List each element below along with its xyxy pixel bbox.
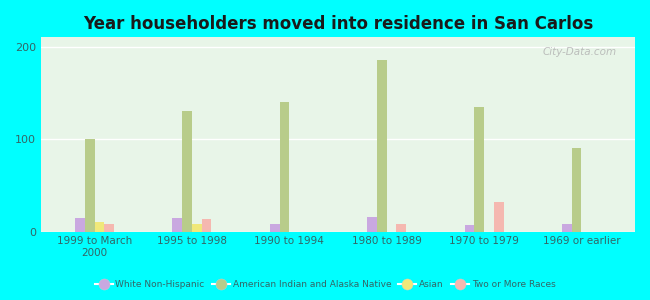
Title: Year householders moved into residence in San Carlos: Year householders moved into residence i…: [83, 15, 593, 33]
Bar: [172, 218, 182, 232]
Bar: [202, 219, 211, 232]
Bar: [182, 111, 192, 232]
Legend: White Non-Hispanic, American Indian and Alaska Native, Asian, Two or More Races: White Non-Hispanic, American Indian and …: [91, 276, 559, 292]
Bar: [377, 61, 387, 232]
Bar: [84, 139, 94, 232]
Bar: [270, 224, 280, 232]
Bar: [280, 102, 289, 232]
Text: City-Data.com: City-Data.com: [543, 47, 618, 57]
Bar: [396, 224, 406, 232]
Bar: [494, 202, 504, 232]
Bar: [104, 224, 114, 232]
Bar: [94, 222, 104, 232]
Bar: [192, 224, 202, 232]
Bar: [367, 217, 377, 232]
Bar: [562, 224, 572, 232]
Bar: [572, 148, 582, 232]
Bar: [465, 225, 474, 232]
Bar: [75, 218, 84, 232]
Bar: [474, 107, 484, 232]
